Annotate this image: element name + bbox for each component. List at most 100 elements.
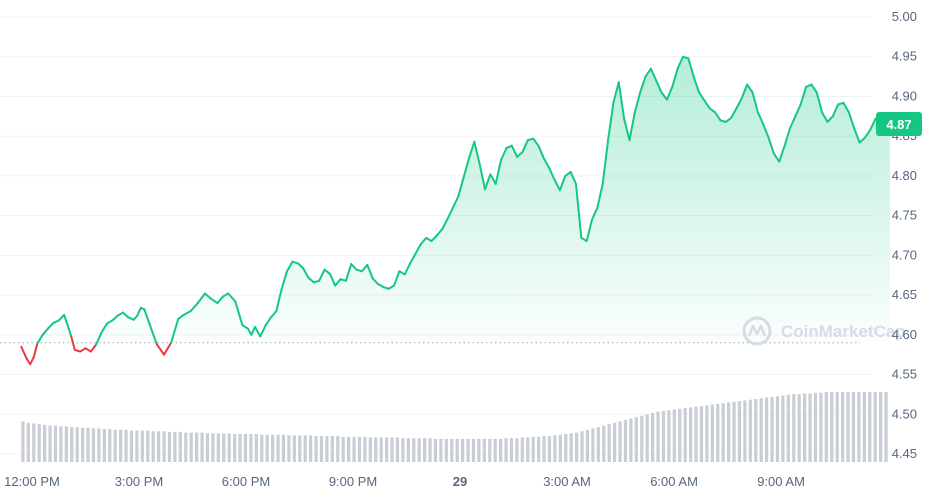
volume-bar: [721, 403, 725, 462]
price-line-segment: [794, 103, 802, 118]
volume-bar: [803, 393, 807, 462]
price-line-segment: [20, 345, 28, 360]
price-line-segment: [687, 57, 695, 78]
volume-bar: [336, 436, 340, 462]
price-line-segment: [136, 306, 142, 317]
price-line-segment: [730, 107, 738, 119]
price-line-segment: [70, 335, 76, 351]
price-line-segment: [189, 302, 199, 312]
price-line-segment: [435, 228, 444, 237]
volume-bar: [748, 399, 752, 462]
volume-bar: [770, 396, 774, 462]
volume-bar: [216, 433, 220, 462]
volume-bar: [249, 434, 253, 462]
volume-bar: [260, 434, 264, 462]
volume-bar: [835, 392, 839, 462]
volume-bar: [417, 438, 421, 462]
price-line-segment: [473, 140, 481, 165]
current-price-label: 4.87: [886, 117, 911, 132]
volume-bar: [428, 438, 432, 462]
volume-bar: [775, 396, 780, 462]
coinmarketcap-logo-icon: [742, 316, 772, 346]
volume-bar: [412, 438, 416, 462]
volume-bar: [48, 425, 52, 462]
volume-bar: [287, 435, 291, 462]
price-line-segment: [724, 116, 733, 123]
volume-bar: [75, 427, 79, 462]
volume-bar: [547, 436, 552, 462]
volume-bar: [271, 434, 275, 462]
volume-bar: [352, 436, 356, 462]
volume-bar: [737, 401, 742, 462]
volume-bar: [678, 408, 682, 462]
price-line-segment: [516, 151, 524, 158]
volume-bar: [124, 429, 128, 462]
price-line-segment: [269, 309, 278, 319]
price-line-segment: [47, 321, 55, 330]
price-line-segment: [36, 333, 44, 345]
volume-bar: [347, 436, 351, 462]
volume-bar: [786, 394, 790, 462]
price-line-segment: [612, 81, 620, 104]
price-line-segment: [676, 55, 684, 70]
volume-bar: [710, 404, 714, 462]
x-tick-label: 3:00 AM: [543, 474, 591, 489]
price-line-segment: [29, 356, 35, 366]
volume-bar: [672, 409, 676, 462]
price-line-segment: [227, 292, 237, 303]
price-line-segment: [328, 272, 337, 287]
price-line-segment: [532, 137, 540, 147]
price-line-segment: [241, 324, 249, 330]
volume-bar: [488, 438, 492, 462]
price-line-segment: [665, 85, 674, 101]
volume-bar: [341, 436, 345, 462]
volume-bar: [433, 438, 438, 462]
price-line-segment: [537, 144, 545, 160]
volume-bar: [526, 437, 530, 462]
price-line-segment: [430, 234, 438, 243]
x-tick-label: 6:00 PM: [222, 474, 270, 489]
volume-bar: [596, 427, 600, 462]
volume-bar: [227, 433, 231, 462]
volume-bar: [781, 395, 785, 462]
price-line-segment: [286, 260, 294, 273]
price-line-segment: [869, 117, 877, 131]
price-line-segment: [714, 111, 722, 122]
volume-bar: [64, 426, 68, 462]
volume-bar: [520, 437, 524, 462]
price-line-segment: [143, 308, 151, 326]
price-line-segment: [446, 206, 454, 220]
volume-bar: [102, 429, 106, 462]
price-line-segment: [203, 292, 212, 300]
y-tick-label: 4.80: [892, 168, 917, 183]
price-line-segment: [644, 67, 652, 78]
price-line-segment: [451, 195, 460, 209]
price-line-segment: [155, 343, 165, 356]
volume-bar: [189, 432, 193, 462]
volume-bar: [254, 434, 258, 462]
price-line-segment: [521, 139, 529, 154]
price-line-segment: [403, 262, 412, 276]
volume-bar: [841, 392, 845, 462]
price-line-segment: [607, 101, 615, 142]
price-line-segment: [569, 170, 577, 185]
price-line-segment: [853, 127, 861, 144]
price-line-segment: [574, 182, 583, 239]
volume-bar: [716, 403, 720, 462]
price-line-segment: [783, 127, 791, 147]
volume-bar: [450, 438, 454, 462]
price-line-segment: [419, 236, 428, 246]
price-line-segment: [398, 270, 406, 276]
price-line-segment: [264, 316, 272, 327]
volume-bar: [569, 433, 573, 462]
volume-bar: [129, 430, 134, 462]
y-tick-label: 4.60: [892, 327, 917, 342]
volume-bar: [553, 435, 557, 462]
volume-bar: [743, 400, 747, 462]
volume-bar: [330, 436, 334, 462]
volume-bar: [401, 438, 405, 462]
y-tick-label: 4.50: [892, 406, 917, 421]
volume-bar: [81, 427, 85, 462]
